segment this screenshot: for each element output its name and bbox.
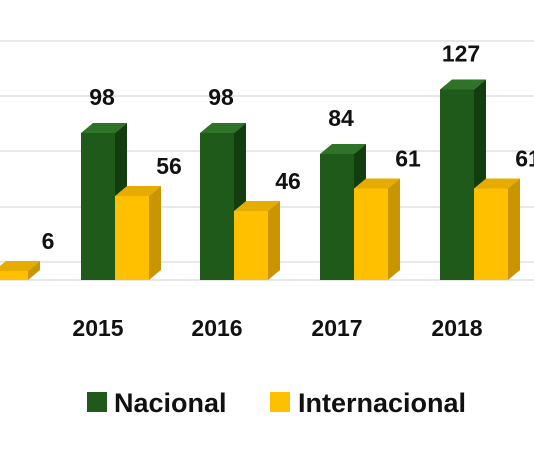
bar-front-face (200, 133, 234, 280)
bar-internacional-2015 (115, 186, 161, 280)
bar-top-face (115, 186, 161, 196)
bar-front-face (115, 196, 149, 280)
bar-internacional-2018 (474, 178, 520, 280)
data-label-internacional: 56 (156, 153, 182, 179)
bar-top-face (200, 123, 246, 133)
bar-nacional-2016 (200, 123, 246, 280)
data-label-nacional: 84 (328, 105, 354, 131)
x-axis-ticks: 2015 2016 2017 2018 (72, 315, 482, 341)
bar-front-face (81, 133, 115, 280)
legend-swatch-nacional (87, 392, 107, 412)
data-label-internacional: 6 (42, 228, 55, 254)
data-label-internacional: 61 (395, 146, 421, 172)
bar-top-face (474, 178, 520, 189)
data-label-nacional: 98 (89, 84, 115, 110)
x-tick-label: 2015 (72, 315, 123, 341)
bar-top-face (234, 201, 280, 211)
bar-top-face (354, 178, 400, 189)
bar-top-face (440, 79, 486, 90)
x-tick-label: 2018 (431, 315, 482, 341)
bar-front-face (320, 154, 354, 280)
legend-label-nacional: Nacional (114, 388, 227, 418)
value-labels: 6 98 56 98 46 84 61 127 61 (42, 41, 534, 255)
legend-label-internacional: Internacional (298, 388, 466, 418)
data-label-internacional: 61 (515, 146, 534, 172)
bar-front-face (0, 271, 28, 280)
legend-swatch-internacional (270, 392, 290, 412)
bar-internacional (0, 261, 40, 280)
x-tick-label: 2017 (311, 315, 362, 341)
bar-internacional-2016 (234, 201, 280, 280)
bar-front-face (474, 188, 508, 280)
bar-nacional-2015 (81, 123, 127, 280)
bar-side-face (388, 178, 400, 280)
data-label-nacional: 127 (442, 41, 480, 67)
bar-top-face (0, 261, 40, 271)
bar-top-face (320, 144, 366, 154)
bar-side-face (508, 178, 520, 280)
bar-side-face (28, 261, 40, 280)
bar-side-face (149, 186, 161, 280)
bar-front-face (234, 211, 268, 280)
legend: Nacional Internacional (87, 388, 466, 418)
bar-front-face (440, 89, 474, 280)
bar-top-face (81, 123, 127, 133)
bars (0, 79, 520, 280)
bar-front-face (354, 188, 388, 280)
data-label-nacional: 98 (208, 84, 234, 110)
data-label-internacional: 46 (275, 168, 301, 194)
bar-internacional-2017 (354, 178, 400, 280)
bar-side-face (268, 201, 280, 280)
bar-nacional-2018 (440, 79, 486, 280)
x-tick-label: 2016 (191, 315, 242, 341)
